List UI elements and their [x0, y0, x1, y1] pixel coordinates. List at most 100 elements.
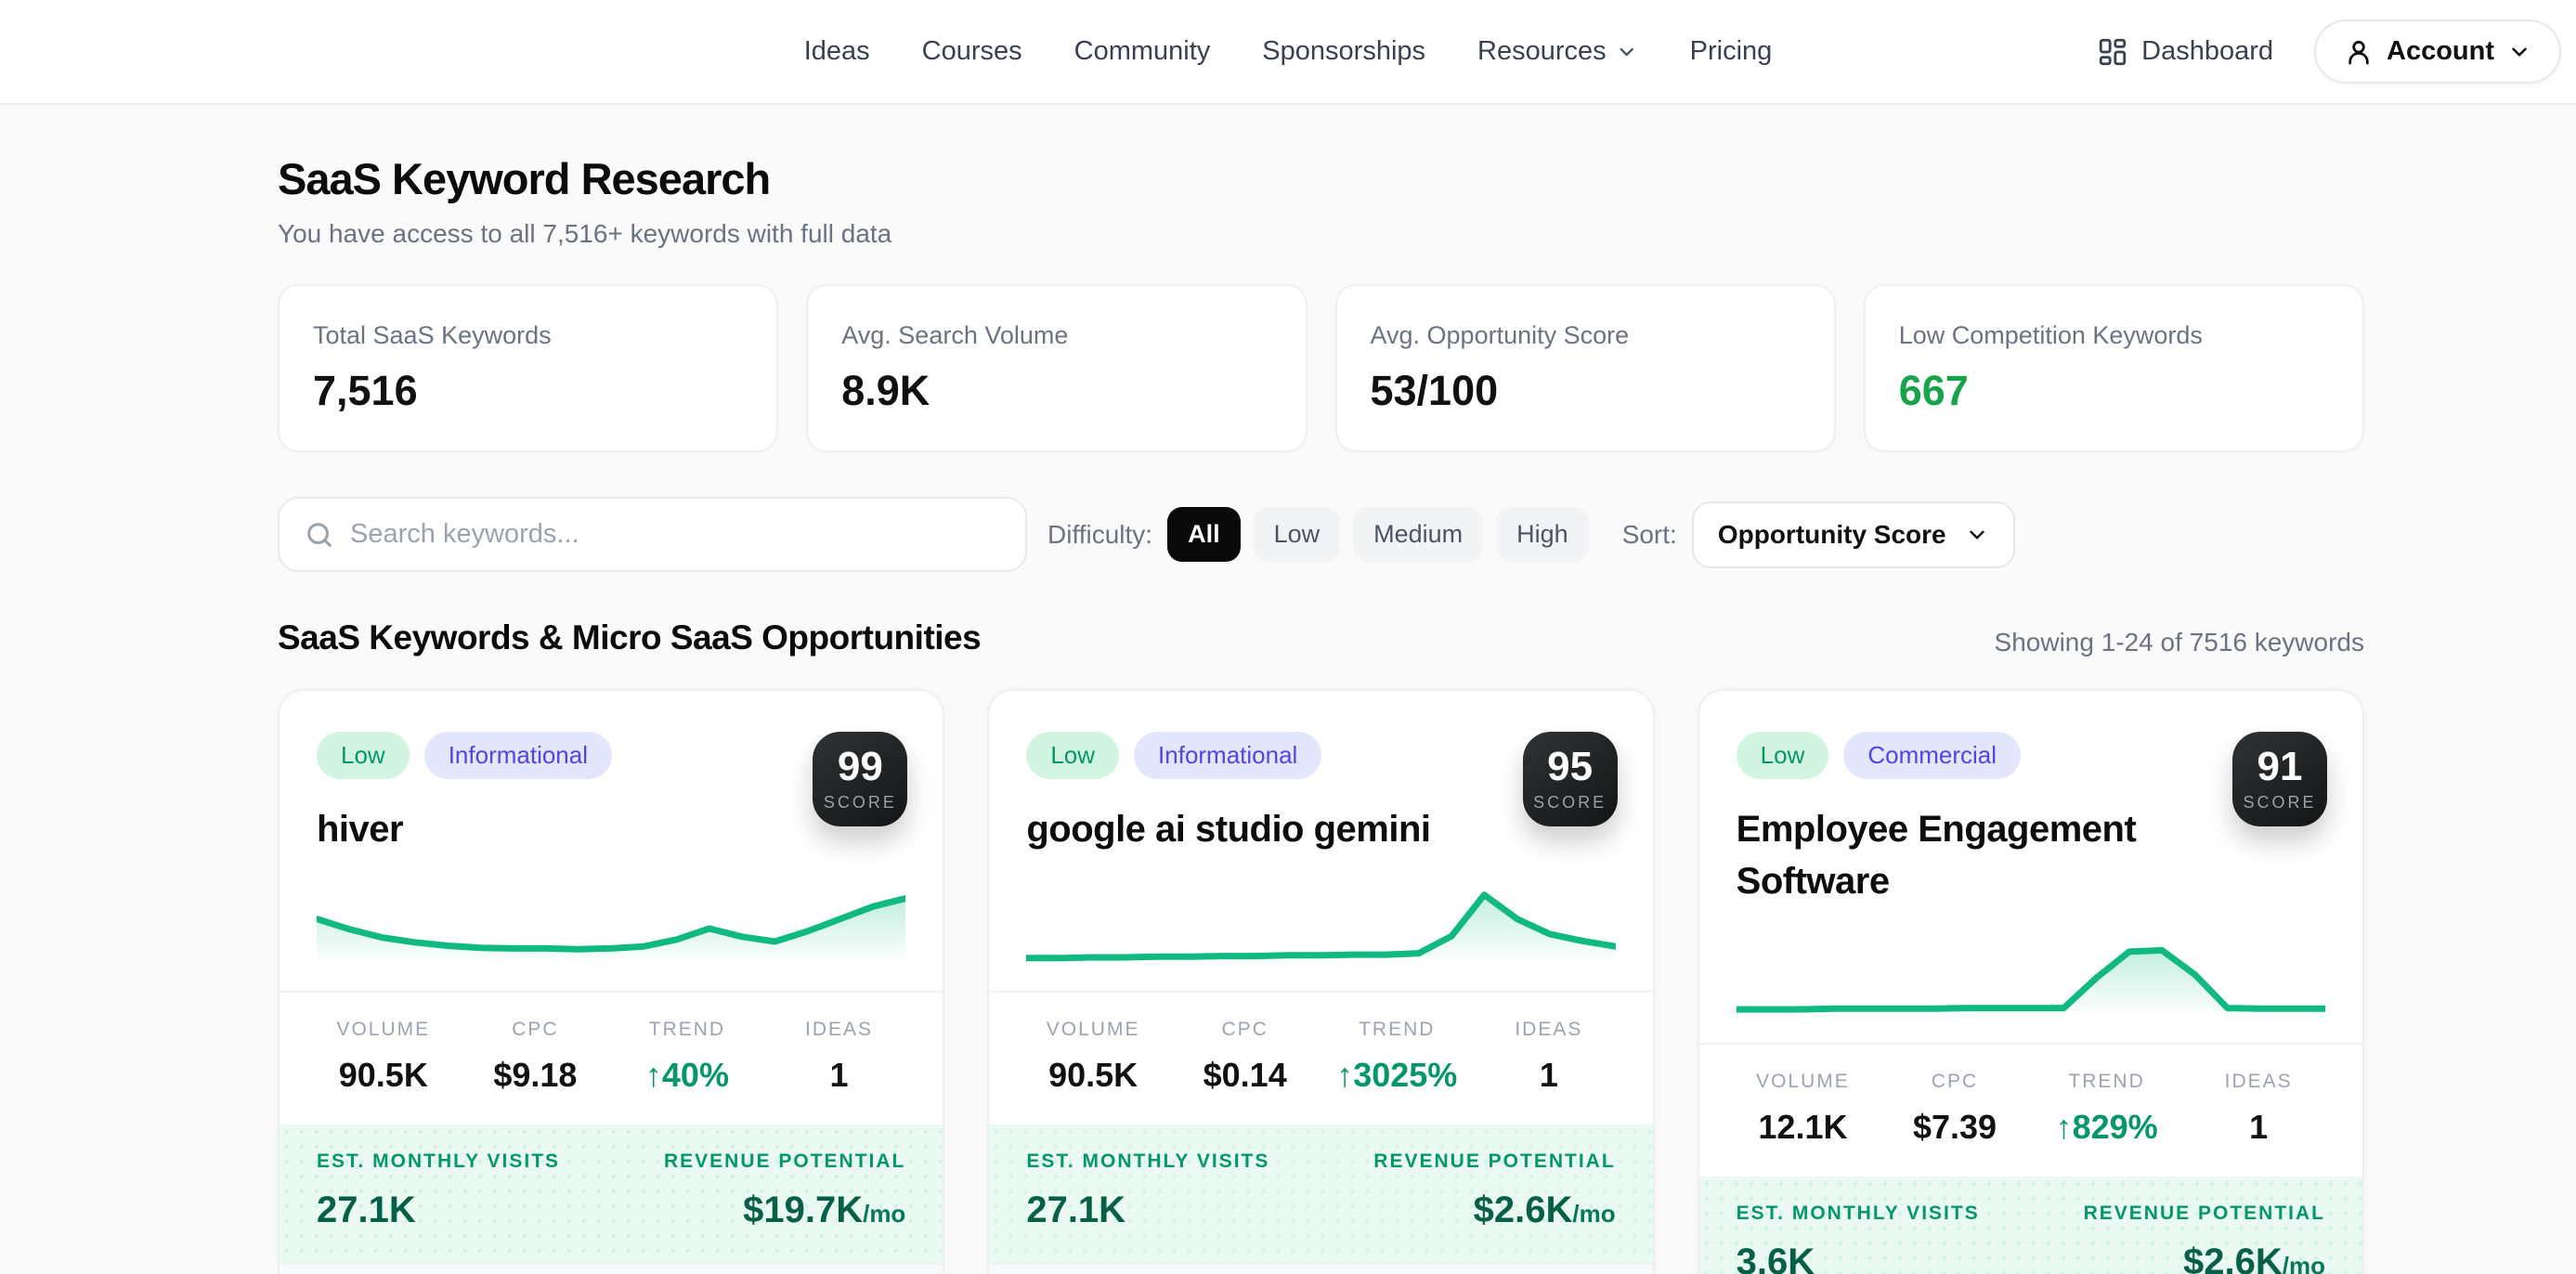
page-content: SaaS Keyword Research You have access to…: [278, 153, 2364, 1274]
page-subtitle: You have access to all 7,516+ keywords w…: [278, 219, 892, 248]
stat-label: Avg. Search Volume: [841, 321, 1069, 349]
stat-card-avg-search-volume: Avg. Search Volume 8.9K: [806, 284, 1308, 452]
difficulty-pill-high[interactable]: High: [1496, 507, 1589, 562]
revenue-potential: REVENUE POTENTIAL $19.7K/mo: [663, 1150, 906, 1230]
metric-volume: VOLUME 90.5K: [336, 1019, 431, 1094]
est-monthly-visits: EST. MONTHLY VISITS 3.6K: [1736, 1202, 1980, 1274]
card-head: Low Informational 95 SCORE google ai stu…: [989, 691, 1652, 855]
dashboard-grid-icon: [2099, 38, 2127, 65]
stat-card-avg-opportunity-score: Avg. Opportunity Score 53/100: [1334, 284, 1836, 452]
score-label: SCORE: [823, 792, 897, 812]
keyword-title: hiver: [317, 809, 404, 850]
sort-select[interactable]: Opportunity Score: [1691, 500, 2015, 568]
sparkline-chart: [1026, 891, 1616, 965]
badge-row: Low Informational: [1026, 732, 1615, 779]
account-button[interactable]: Account: [2314, 20, 2561, 84]
revenue-potential: REVENUE POTENTIAL $2.6K/mo: [1373, 1150, 1616, 1230]
est-monthly-visits: EST. MONTHLY VISITS 27.1K: [1026, 1150, 1270, 1230]
difficulty-badge: Low: [317, 732, 410, 779]
results-count: Showing 1-24 of 7516 keywords: [1994, 628, 2364, 656]
keyword-cards-grid: Low Informational 99 SCORE hiver VOLUME 9…: [278, 689, 2364, 1274]
sparkline-chart: [1736, 946, 2325, 1017]
trend-sparkline: [1699, 907, 2362, 1017]
stat-card-total-keywords: Total SaaS Keywords 7,516: [278, 284, 779, 452]
score-value: 91: [2257, 743, 2303, 789]
intent-badge: Commercial: [1843, 732, 2022, 779]
top-navigation-bar: Ideas Courses Community Sponsorships Res…: [0, 0, 2576, 105]
metric-cpc: CPC $7.39: [1912, 1071, 1997, 1146]
badge-row: Low Commercial: [1736, 732, 2325, 779]
card-footer: View Details: [989, 1263, 1653, 1274]
nav-item-community[interactable]: Community: [1073, 36, 1211, 66]
chevron-down-icon: [1620, 47, 1633, 56]
stat-value: 8.9K: [841, 367, 930, 414]
search-icon: [307, 522, 332, 547]
card-metrics: VOLUME 12.1K CPC $7.39 TREND ↑829% IDEAS 1: [1698, 1043, 2362, 1176]
section-header: SaaS Keywords & Micro SaaS Opportunities…: [278, 618, 2364, 657]
revenue-potential: REVENUE POTENTIAL $2.6K/mo: [2083, 1202, 2325, 1274]
search-box[interactable]: [278, 497, 1027, 572]
score-badge: 99 SCORE: [813, 732, 908, 826]
sort-select-value: Opportunity Score: [1717, 519, 1946, 549]
metric-trend: TREND ↑829%: [2055, 1071, 2158, 1146]
filter-row: Difficulty: All Low Medium High Sort: Op…: [278, 497, 2364, 572]
nav-item-sponsorships[interactable]: Sponsorships: [1262, 36, 1426, 66]
trend-sparkline: [989, 855, 1652, 965]
score-label: SCORE: [2243, 792, 2317, 812]
difficulty-pill-all[interactable]: All: [1167, 507, 1241, 562]
difficulty-pill-low[interactable]: Low: [1253, 507, 1341, 562]
difficulty-badge: Low: [1026, 732, 1120, 779]
search-input[interactable]: [350, 519, 1001, 550]
main-nav: Ideas Courses Community Sponsorships Res…: [804, 0, 1773, 103]
stat-label: Low Competition Keywords: [1898, 321, 2203, 349]
sparkline-chart: [317, 894, 906, 965]
header-right-cluster: Dashboard Account: [2097, 0, 2561, 103]
metric-ideas: IDEAS 1: [1515, 1019, 1583, 1094]
metric-ideas: IDEAS 1: [805, 1019, 874, 1094]
stat-value: 7,516: [313, 367, 418, 414]
keyword-card[interactable]: Low Informational 99 SCORE hiver VOLUME 9…: [278, 689, 945, 1274]
stat-label: Total SaaS Keywords: [313, 321, 552, 349]
est-monthly-visits: EST. MONTHLY VISITS 27.1K: [317, 1150, 561, 1230]
metric-volume: VOLUME 12.1K: [1756, 1071, 1850, 1146]
card-metrics: VOLUME 90.5K CPC $0.14 TREND ↑3025% IDEAS 1: [989, 991, 1653, 1124]
page-title: SaaS Keyword Research: [278, 154, 771, 203]
difficulty-pill-medium[interactable]: Medium: [1353, 507, 1484, 562]
stat-value: 667: [1898, 367, 1969, 414]
dashboard-link[interactable]: Dashboard: [2097, 36, 2273, 68]
card-metrics: VOLUME 90.5K CPC $9.18 TREND ↑40% IDEAS 1: [280, 991, 943, 1124]
keyword-title: Employee Engagement Software: [1736, 809, 2137, 902]
card-head: Low Commercial 91 SCORE Employee Engagem…: [1699, 691, 2362, 907]
revenue-panel: EST. MONTHLY VISITS 3.6K REVENUE POTENTI…: [1698, 1176, 2362, 1274]
keyword-card[interactable]: Low Commercial 91 SCORE Employee Engagem…: [1697, 689, 2364, 1274]
stats-row: Total SaaS Keywords 7,516 Avg. Search Vo…: [278, 284, 2364, 452]
section-title: SaaS Keywords & Micro SaaS Opportunities: [278, 618, 982, 656]
keyword-card[interactable]: Low Informational 95 SCORE google ai stu…: [987, 689, 1655, 1274]
nav-item-ideas[interactable]: Ideas: [803, 36, 870, 66]
metric-cpc: CPC $9.18: [493, 1019, 578, 1094]
badge-row: Low Informational: [317, 732, 905, 779]
chevron-down-icon: [2512, 46, 2527, 57]
nav-item-courses[interactable]: Courses: [921, 36, 1022, 66]
stat-value: 53/100: [1370, 367, 1499, 414]
score-value: 99: [837, 743, 883, 789]
score-badge: 91 SCORE: [2231, 732, 2327, 826]
difficulty-badge: Low: [1736, 732, 1829, 779]
trend-sparkline: [280, 855, 943, 965]
stat-label: Avg. Opportunity Score: [1370, 321, 1630, 349]
intent-badge: Informational: [423, 732, 613, 779]
card-footer: View Details: [280, 1263, 943, 1274]
difficulty-pill-group: All Low Medium High: [1167, 507, 1589, 562]
score-badge: 95 SCORE: [1522, 732, 1618, 826]
difficulty-label: Difficulty:: [1047, 519, 1153, 549]
nav-item-resources[interactable]: Resources: [1477, 36, 1638, 67]
stat-card-low-competition: Low Competition Keywords 667: [1863, 284, 2364, 452]
metric-trend: TREND ↑3025%: [1336, 1019, 1458, 1094]
intent-badge: Informational: [1134, 732, 1322, 779]
score-label: SCORE: [1533, 792, 1607, 812]
nav-item-pricing[interactable]: Pricing: [1689, 36, 1773, 66]
revenue-panel: EST. MONTHLY VISITS 27.1K REVENUE POTENT…: [989, 1124, 1653, 1263]
score-value: 95: [1547, 743, 1594, 789]
chevron-down-icon: [1969, 530, 1984, 539]
sort-label: Sort:: [1621, 519, 1677, 549]
